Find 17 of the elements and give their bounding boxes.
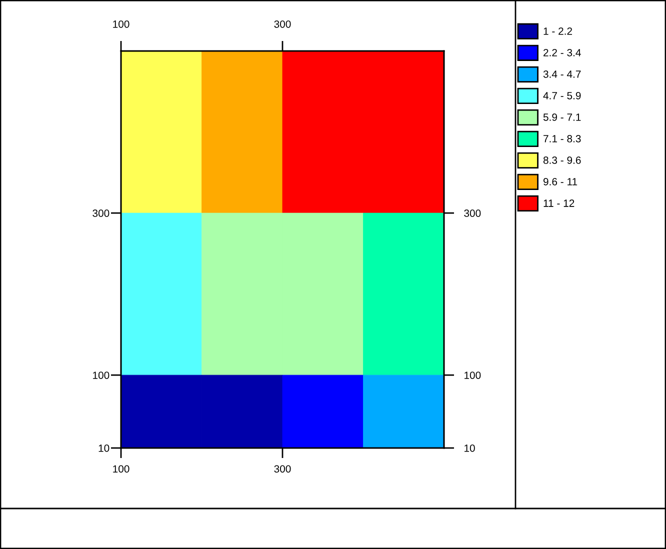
y2-tick-label: 100 bbox=[464, 372, 481, 379]
color-bar-label: 7.1 - 8.3 bbox=[544, 135, 581, 142]
color-bar-label: 1 - 2.2 bbox=[544, 27, 572, 35]
color-bar-label: 9.6 - 11 bbox=[543, 178, 578, 186]
y2-tick-label: 10 bbox=[464, 444, 475, 452]
y2-tick-label: 300 bbox=[464, 210, 481, 217]
x2-tick-label: 100 bbox=[113, 20, 130, 28]
color-bar-label: 4.7 - 5.9 bbox=[543, 92, 581, 100]
x2-tick-label: 300 bbox=[274, 20, 291, 28]
color-bar-label: 8.3 - 9.6 bbox=[543, 156, 581, 164]
color-bar-label: 3.4 - 4.7 bbox=[543, 70, 581, 78]
y-tick-label: 10 bbox=[98, 444, 110, 452]
y-tick-label: 100 bbox=[93, 372, 110, 379]
color-bar-label: 11 - 12 bbox=[544, 200, 574, 207]
color-bar-label: 5.9 - 7.1 bbox=[543, 113, 581, 121]
y-tick-label: 300 bbox=[92, 210, 110, 217]
color-bar-label: 2.2 - 3.4 bbox=[544, 48, 581, 56]
